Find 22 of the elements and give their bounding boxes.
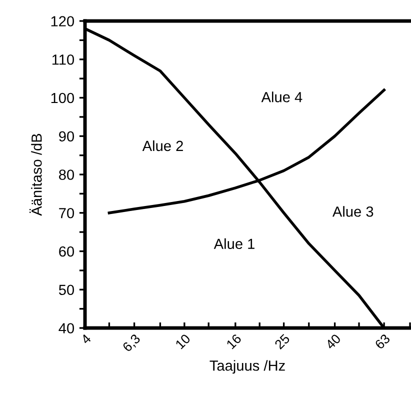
- y-tick-label: 60: [59, 246, 74, 257]
- y-tick-label: 70: [59, 208, 74, 218]
- annotation: Alue 3: [332, 206, 374, 217]
- x-tick-label: 40: [324, 333, 342, 350]
- x-tick-label: 25: [274, 334, 290, 350]
- y-axis-title: Äänitaso /dB: [29, 134, 42, 216]
- y-tick-label: 110: [52, 54, 74, 65]
- x-tick-label: 63: [374, 334, 391, 350]
- y-tick-label: 50: [58, 284, 74, 296]
- x-tick-label: 10: [174, 333, 191, 350]
- x-tick-label: 4: [80, 333, 92, 345]
- y-tick-label: 90: [59, 131, 74, 142]
- x-axis-title: Taajuus /Hz: [210, 360, 285, 374]
- x-tick-label: 16: [226, 334, 242, 350]
- y-tick-label: 100: [51, 92, 74, 104]
- annotation: Alue 1: [214, 238, 254, 250]
- annotation: Alue 4: [261, 92, 302, 102]
- y-tick-label: 120: [51, 16, 74, 26]
- y-tick-label: 80: [58, 170, 74, 180]
- annotation: Alue 2: [142, 140, 183, 152]
- x-tick-label: 6,3: [122, 334, 142, 354]
- y-tick-label: 40: [58, 323, 74, 334]
